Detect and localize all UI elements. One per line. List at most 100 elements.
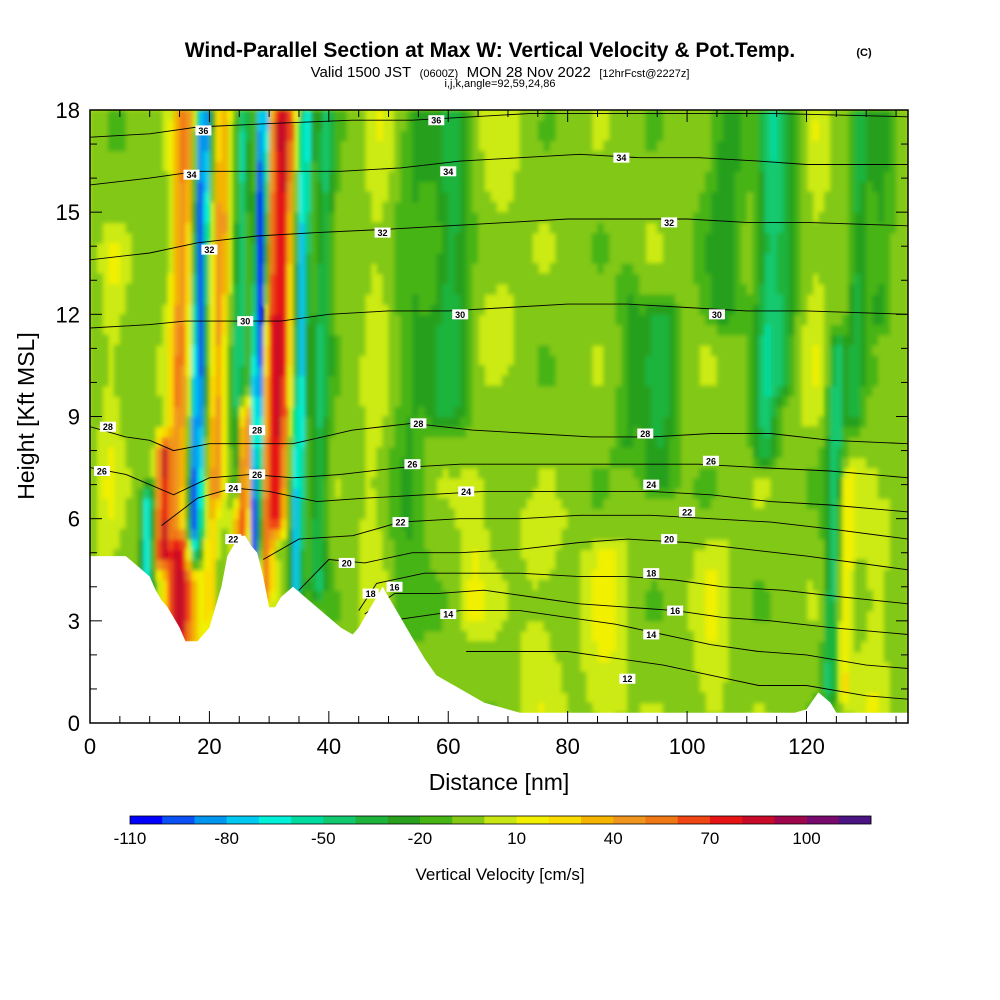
velocity-cell <box>430 345 437 356</box>
velocity-cell <box>591 467 599 479</box>
velocity-cell <box>191 191 199 203</box>
velocity-cell <box>304 140 312 152</box>
velocity-cell <box>490 385 497 397</box>
velocity-cell <box>591 293 599 305</box>
velocity-cell <box>203 457 210 469</box>
velocity-cell <box>525 181 533 193</box>
velocity-cell <box>657 140 664 152</box>
velocity-cell <box>573 651 581 663</box>
velocity-cell <box>310 130 318 142</box>
velocity-cell <box>537 120 545 131</box>
velocity-cell <box>209 396 216 407</box>
velocity-cell <box>257 242 264 254</box>
velocity-cell <box>155 110 163 121</box>
velocity-cell <box>185 324 193 336</box>
velocity-cell <box>531 477 539 489</box>
velocity-cell <box>502 447 509 458</box>
velocity-cell <box>215 375 222 387</box>
velocity-cell <box>131 120 139 131</box>
velocity-cell <box>621 222 628 234</box>
velocity-cell <box>537 304 545 315</box>
velocity-cell <box>382 253 390 264</box>
velocity-cell <box>549 396 557 407</box>
velocity-cell <box>221 355 228 366</box>
velocity-cell <box>472 385 479 397</box>
velocity-cell <box>251 222 258 234</box>
velocity-cell <box>478 273 485 285</box>
velocity-cell <box>627 314 634 326</box>
velocity-cell <box>269 150 276 162</box>
velocity-cell <box>352 283 360 295</box>
velocity-cell <box>370 477 378 489</box>
velocity-cell <box>287 130 294 142</box>
velocity-cell <box>233 161 240 172</box>
velocity-cell <box>155 242 163 254</box>
velocity-cell <box>442 222 449 234</box>
section-indices: i,j,k,angle=92,59,24,86 <box>444 78 555 90</box>
velocity-cell <box>448 212 455 223</box>
velocity-cell <box>281 457 288 469</box>
velocity-cell <box>561 140 569 152</box>
velocity-cell <box>287 569 294 581</box>
velocity-cell <box>430 304 437 315</box>
velocity-cell <box>257 396 264 407</box>
velocity-cell <box>627 631 634 642</box>
velocity-cell <box>508 620 515 632</box>
velocity-cell <box>281 365 288 377</box>
velocity-cell <box>101 191 109 203</box>
velocity-cell <box>418 590 425 601</box>
velocity-cell <box>430 365 437 377</box>
velocity-cell <box>418 600 425 612</box>
velocity-cell <box>615 345 622 356</box>
velocity-cell <box>484 436 491 448</box>
velocity-cell <box>90 150 97 162</box>
velocity-cell <box>137 191 145 203</box>
velocity-cell <box>322 416 330 428</box>
velocity-cell <box>293 569 300 581</box>
velocity-cell <box>549 334 557 346</box>
velocity-cell <box>478 671 485 683</box>
velocity-cell <box>627 518 634 530</box>
velocity-cell <box>239 436 246 448</box>
velocity-cell <box>137 324 145 336</box>
velocity-cell <box>101 477 109 489</box>
velocity-cell <box>269 447 276 458</box>
velocity-cell <box>287 334 294 346</box>
velocity-cell <box>478 191 485 203</box>
velocity-cell <box>424 273 431 285</box>
velocity-cell <box>352 304 360 315</box>
velocity-cell <box>627 222 634 234</box>
velocity-cell <box>502 528 509 540</box>
velocity-cell <box>454 528 461 540</box>
velocity-cell <box>191 365 199 377</box>
velocity-cell <box>203 110 210 121</box>
velocity-cell <box>633 651 640 663</box>
velocity-cell <box>143 253 151 264</box>
velocity-cell <box>579 518 587 530</box>
velocity-cell <box>651 488 658 499</box>
velocity-cell <box>424 508 431 520</box>
velocity-cell <box>340 620 348 632</box>
velocity-cell <box>633 539 640 550</box>
velocity-cell <box>663 436 670 448</box>
velocity-cell <box>107 477 115 489</box>
velocity-cell <box>490 232 497 244</box>
velocity-cell <box>460 314 467 326</box>
velocity-cell <box>299 181 306 193</box>
velocity-cell <box>179 580 187 591</box>
velocity-cell <box>322 150 330 162</box>
velocity-cell <box>490 447 497 458</box>
velocity-cell <box>101 355 109 366</box>
velocity-cell <box>561 120 569 131</box>
velocity-cell <box>531 355 539 366</box>
velocity-cell <box>537 355 545 366</box>
velocity-cell <box>615 508 622 520</box>
velocity-cell <box>263 488 270 499</box>
velocity-cell <box>400 283 408 295</box>
velocity-cell <box>304 130 312 142</box>
velocity-cell <box>322 539 330 550</box>
velocity-cell <box>179 355 187 366</box>
velocity-cell <box>573 324 581 336</box>
velocity-cell <box>394 212 402 223</box>
velocity-cell <box>669 682 676 693</box>
